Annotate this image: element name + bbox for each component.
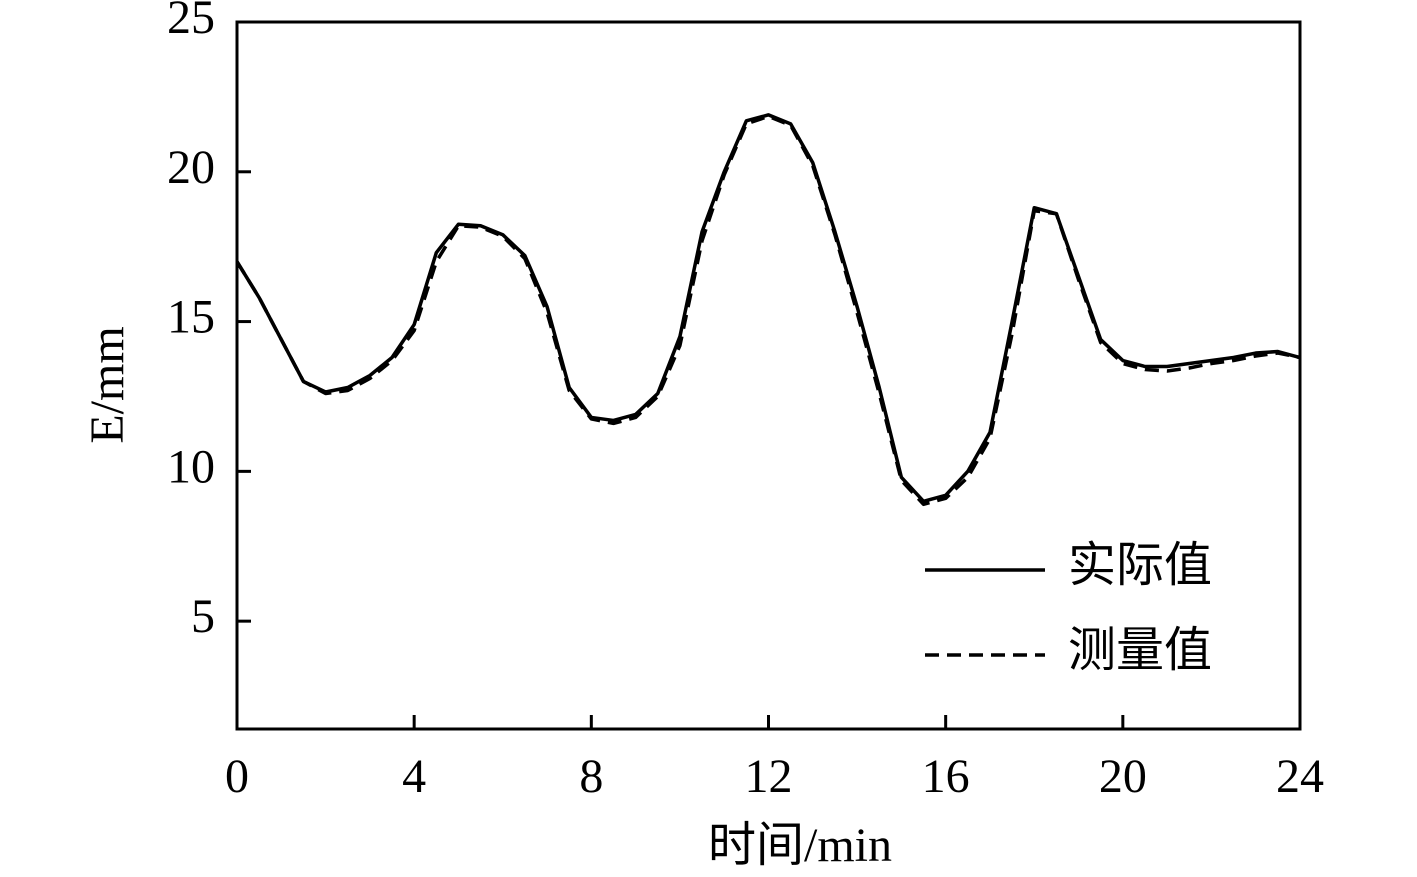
x-tick-label: 20 — [1099, 750, 1147, 803]
y-axis-label: E/mm — [81, 326, 134, 443]
x-tick-label: 12 — [745, 750, 793, 803]
y-tick-label: 10 — [167, 440, 215, 493]
x-axis-label: 时间/min — [708, 819, 892, 872]
plot-frame — [235, 20, 1302, 731]
y-tick-label: 15 — [167, 291, 215, 344]
x-tick-label: 16 — [922, 750, 970, 803]
data-line — [235, 114, 1301, 507]
x-tick-label: 8 — [579, 750, 603, 803]
x-tick-label: 4 — [402, 750, 426, 803]
legend-label: 测量值 — [1068, 624, 1212, 677]
y-tick-label: 25 — [167, 0, 215, 44]
data-line — [235, 113, 1301, 504]
x-tick-label: 0 — [225, 750, 249, 803]
x-tick-label: 24 — [1276, 750, 1324, 803]
legend-label: 实际值 — [1068, 539, 1212, 592]
y-tick-label: 20 — [167, 141, 215, 194]
y-tick-label: 5 — [191, 590, 215, 643]
